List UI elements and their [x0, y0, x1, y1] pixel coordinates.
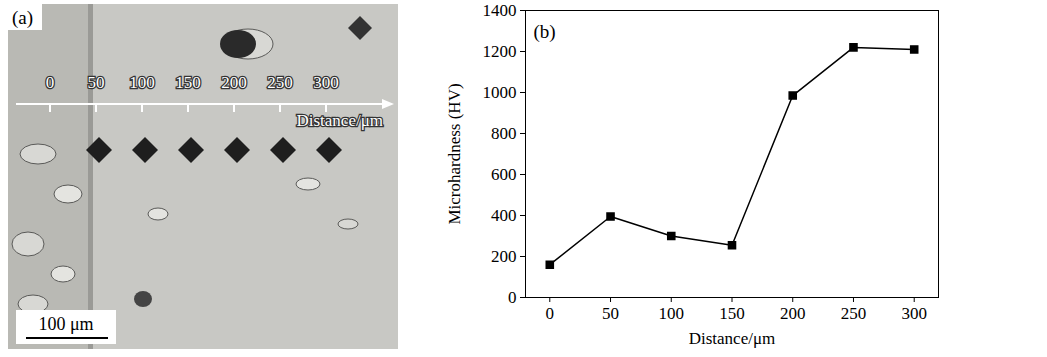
svg-text:1000: 1000 [483, 83, 517, 102]
svg-text:600: 600 [491, 165, 517, 184]
svg-text:Distance/μm: Distance/μm [296, 111, 383, 130]
svg-text:(a): (a) [12, 7, 33, 29]
svg-text:1400: 1400 [483, 1, 517, 20]
svg-text:(b): (b) [534, 21, 556, 43]
svg-text:Distance/μm: Distance/μm [689, 329, 776, 348]
svg-text:250: 250 [841, 304, 867, 323]
svg-text:200: 200 [221, 73, 247, 92]
svg-text:50: 50 [88, 73, 105, 92]
svg-text:300: 300 [901, 304, 927, 323]
svg-text:400: 400 [491, 206, 517, 225]
svg-text:0: 0 [46, 73, 55, 92]
svg-text:0: 0 [508, 288, 517, 307]
svg-text:50: 50 [602, 304, 619, 323]
svg-text:0: 0 [546, 304, 555, 323]
svg-text:250: 250 [267, 73, 293, 92]
svg-text:150: 150 [719, 304, 745, 323]
svg-text:300: 300 [313, 73, 339, 92]
svg-text:Microhardness (HV): Microhardness (HV) [445, 83, 464, 224]
svg-text:100: 100 [659, 304, 685, 323]
svg-text:100 μm: 100 μm [38, 314, 93, 334]
svg-text:200: 200 [780, 304, 806, 323]
svg-text:1200: 1200 [483, 42, 517, 61]
svg-text:800: 800 [491, 124, 517, 143]
svg-text:100: 100 [129, 73, 155, 92]
svg-text:200: 200 [491, 247, 517, 266]
svg-text:150: 150 [175, 73, 201, 92]
